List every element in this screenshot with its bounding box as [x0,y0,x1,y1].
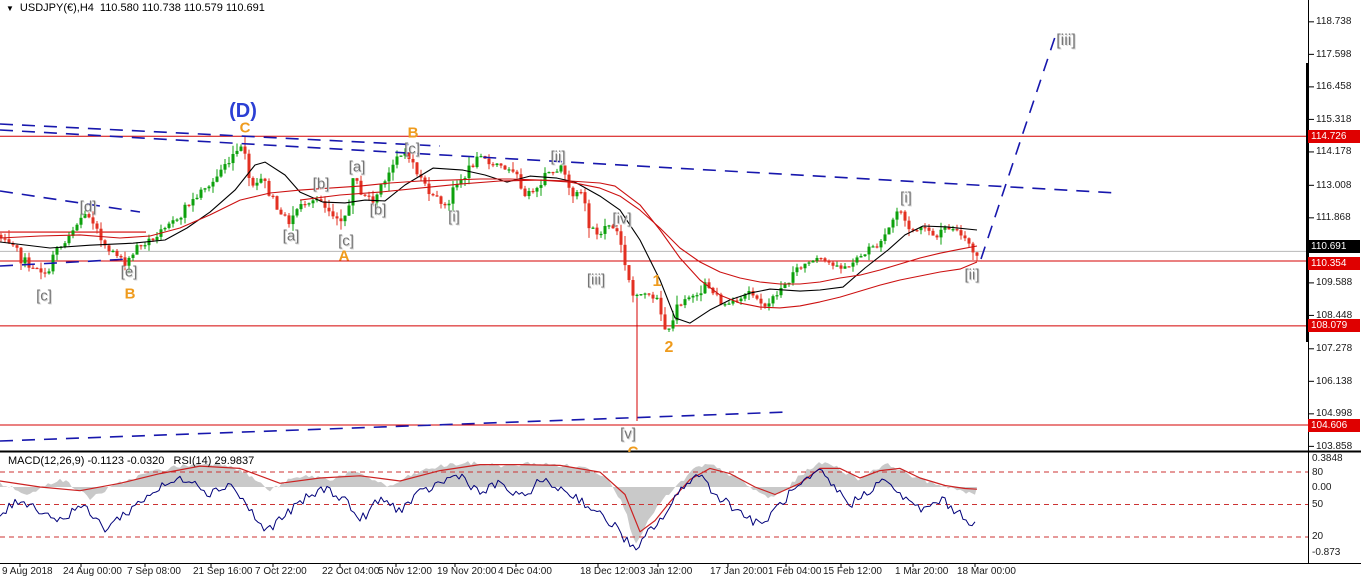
ma-red-fast [0,178,978,285]
wave-label[interactable]: [i] [900,189,912,207]
price-level-badge: 108.079 [1308,319,1360,333]
price-level-badge: 104.606 [1308,418,1360,432]
wave-label[interactable]: [c] [404,140,420,158]
time-tick-label: 7 Oct 22:00 [255,566,307,577]
price-tick-label: 113.008 [1316,179,1352,191]
price-axis-scale-bar[interactable] [1306,63,1309,342]
time-tick-label: 24 Aug 00:00 [63,566,122,577]
indicator-tick-label: 50 [1312,498,1324,510]
macd-histogram-area [0,461,977,544]
time-tick-label: 1 Mar 20:00 [895,566,949,577]
price-tick-label: 106.138 [1316,375,1353,387]
time-tick-label: 19 Nov 20:00 [437,566,497,577]
price-tick-label: 118.738 [1316,16,1352,28]
time-tick-label: 21 Sep 16:00 [193,566,253,577]
symbol-info-bar: ▼ USDJPY(€),H4 110.580 110.738 110.579 1… [6,2,265,14]
rsi-label: RSI(14) 29.9837 [173,455,255,467]
wave-label[interactable]: B [124,285,136,303]
wave-label[interactable]: [a] [282,227,300,245]
wave-label[interactable]: C [239,119,251,137]
time-tick-label: 1 Feb 04:00 [768,566,822,577]
trendline-0[interactable] [0,123,441,147]
time-tick-label: 17 Jan 20:00 [710,566,768,577]
price-tick-label: 104.998 [1316,408,1353,420]
price-level-badge: 110.354 [1308,257,1360,271]
price-tick-label: 109.588 [1316,277,1353,289]
indicator-tick-label: 0.00 [1312,481,1332,493]
wave-label[interactable]: [iii] [1056,32,1076,49]
price-tick-label: 116.458 [1316,81,1352,93]
time-tick-label: 4 Dec 04:00 [498,566,552,577]
wave-label[interactable]: (D) [229,100,257,122]
trendlines[interactable] [0,33,1118,442]
indicator-panel[interactable] [0,461,1308,551]
ma-black [0,161,978,324]
wave-label[interactable]: [b] [369,201,387,219]
time-axis[interactable]: 9 Aug 2018 24 Aug 00:00 7 Sep 08:00 21 Sep … [0,564,1361,581]
wave-label[interactable]: A [338,247,350,265]
indicator-tick-label: 0.3848 [1312,452,1343,464]
wave-label[interactable]: 2 [664,339,674,356]
price-tick-label: 103.858 [1316,440,1353,452]
time-tick-label: 5 Nov 12:00 [378,566,432,577]
indicator-tick-label: -0.873 [1312,546,1341,558]
indicator-label: MACD(12,26,9) -0.1123 -0.0320 RSI(14) 29… [8,455,254,467]
wave-label[interactable]: [b] [312,175,330,193]
indicator-tick-label: 20 [1312,531,1324,543]
wave-label[interactable]: [ii] [550,148,566,166]
indicator-tick-label: 80 [1312,466,1324,478]
trendline-5[interactable] [980,33,1057,260]
wave-label[interactable]: [iii] [586,271,606,289]
rsi-line [0,468,976,551]
wave-label[interactable]: 1 [652,273,662,290]
time-tick-label: 7 Sep 08:00 [127,566,181,577]
time-tick-label: 18 Mar 00:00 [957,566,1016,577]
ohlc-values: 110.580 110.738 110.579 110.691 [99,2,265,14]
wave-label[interactable]: [e] [120,263,138,281]
wave-label[interactable]: [iv] [612,210,632,228]
wave-label[interactable]: [ii] [964,266,980,284]
price-tick-label: 114.178 [1316,146,1352,158]
macd-label: MACD(12,26,9) -0.1123 -0.0320 [8,455,165,467]
price-tick-label: 111.868 [1316,212,1351,224]
wave-label[interactable]: B [407,124,419,142]
price-tick-label: 115.318 [1316,113,1352,125]
time-tick-label: 15 Feb 12:00 [823,566,882,577]
current-price-badge: 110.691 [1308,240,1360,254]
ma-red-slow [299,179,978,309]
price-tick-label: 108.448 [1316,309,1353,321]
symbol-dropdown-icon[interactable]: ▼ [6,3,14,13]
indicator-axis[interactable]: 0.3848 0.00 -0.873 80 50 20 [1308,452,1361,563]
time-tick-label: 22 Oct 04:00 [322,566,380,577]
wave-label[interactable]: [v] [620,425,636,443]
symbol-name: USDJPY(€),H4 [19,2,94,14]
wave-annotation-layer: (D) C [d] [c] [e] B [a] [b] [c] A [a] [b] B [c] [i] [ii… [36,32,1076,453]
time-tick-label: 3 Jan 12:00 [640,566,693,577]
price-tick-label: 107.278 [1316,343,1353,355]
wave-label[interactable]: [c] [36,287,52,305]
level-lines[interactable] [0,135,1308,426]
time-tick-label: 18 Dec 12:00 [580,566,640,577]
price-level-badge: 114.726 [1308,129,1360,143]
price-tick-label: 117.598 [1316,48,1352,60]
main-chart-area[interactable] [0,33,1308,442]
trendline-1[interactable] [0,129,1118,194]
wave-label[interactable]: C [627,443,639,453]
wave-label[interactable]: [d] [79,198,97,216]
wave-label[interactable]: [i] [448,208,460,226]
trendline-2[interactable] [0,190,141,213]
price-axis[interactable]: 118.738 117.598 116.458 115.318 114.178 113.0… [1308,0,1361,563]
time-tick-label: 9 Aug 2018 [2,566,53,577]
wave-label[interactable]: [c] [338,232,354,250]
macd-signal-line [0,464,978,533]
wave-label[interactable]: [a] [348,158,366,176]
